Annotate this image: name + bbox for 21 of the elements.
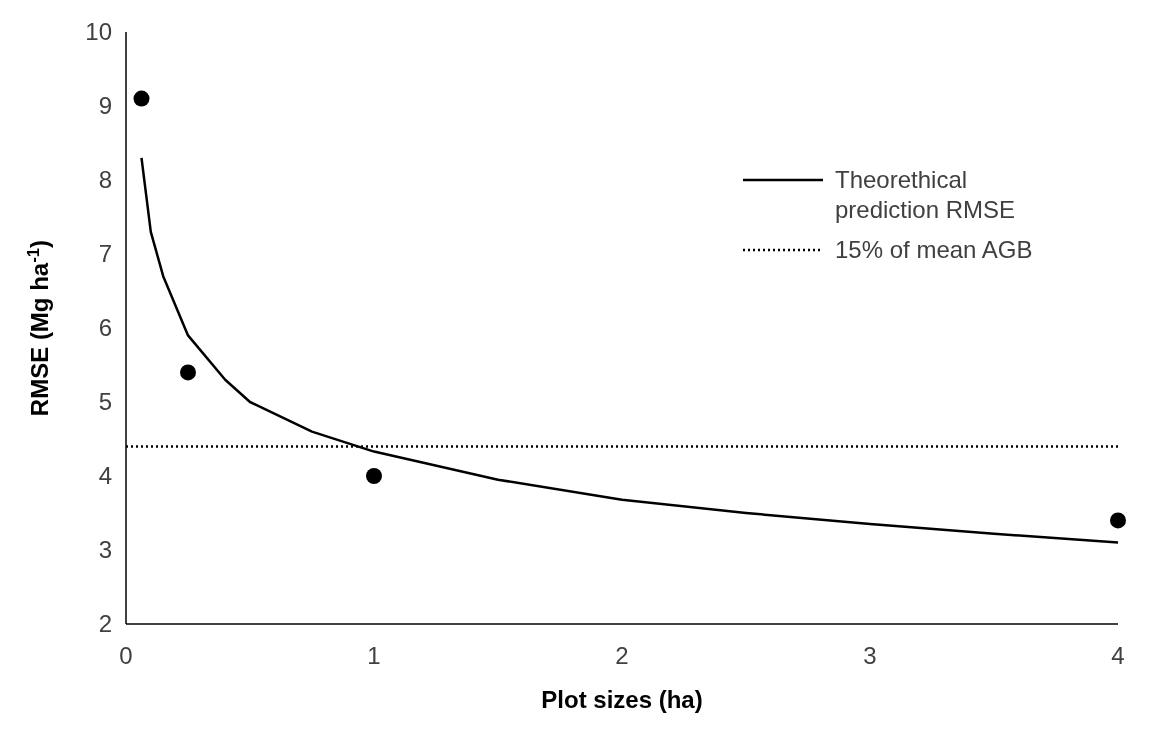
- x-axis-title: Plot sizes (ha): [541, 686, 703, 713]
- y-tick-label: 10: [85, 18, 112, 46]
- x-tick-label: 1: [367, 642, 381, 669]
- point: [1110, 512, 1126, 529]
- y-tick-label: 7: [98, 240, 112, 268]
- y-tick-label: 5: [98, 388, 112, 416]
- y-tick-label: 9: [98, 92, 112, 120]
- point: [133, 90, 150, 107]
- y-tick-label: 8: [98, 166, 112, 194]
- legend-label: Theorethical prediction RMSE: [835, 166, 1016, 223]
- x-tick-label: 0: [119, 642, 133, 669]
- y-tick-label: 3: [98, 536, 112, 564]
- point: [180, 364, 196, 381]
- point: [366, 468, 382, 484]
- x-tick-label: 3: [863, 642, 877, 669]
- y-tick-label: 4: [98, 462, 112, 490]
- x-tick-label: 2: [615, 642, 629, 669]
- y-tick-label: 6: [98, 314, 112, 342]
- legend-label: 15% of mean AGB: [835, 236, 1033, 263]
- x-tick-label: 4: [1111, 642, 1125, 669]
- y-tick-label: 2: [98, 610, 112, 638]
